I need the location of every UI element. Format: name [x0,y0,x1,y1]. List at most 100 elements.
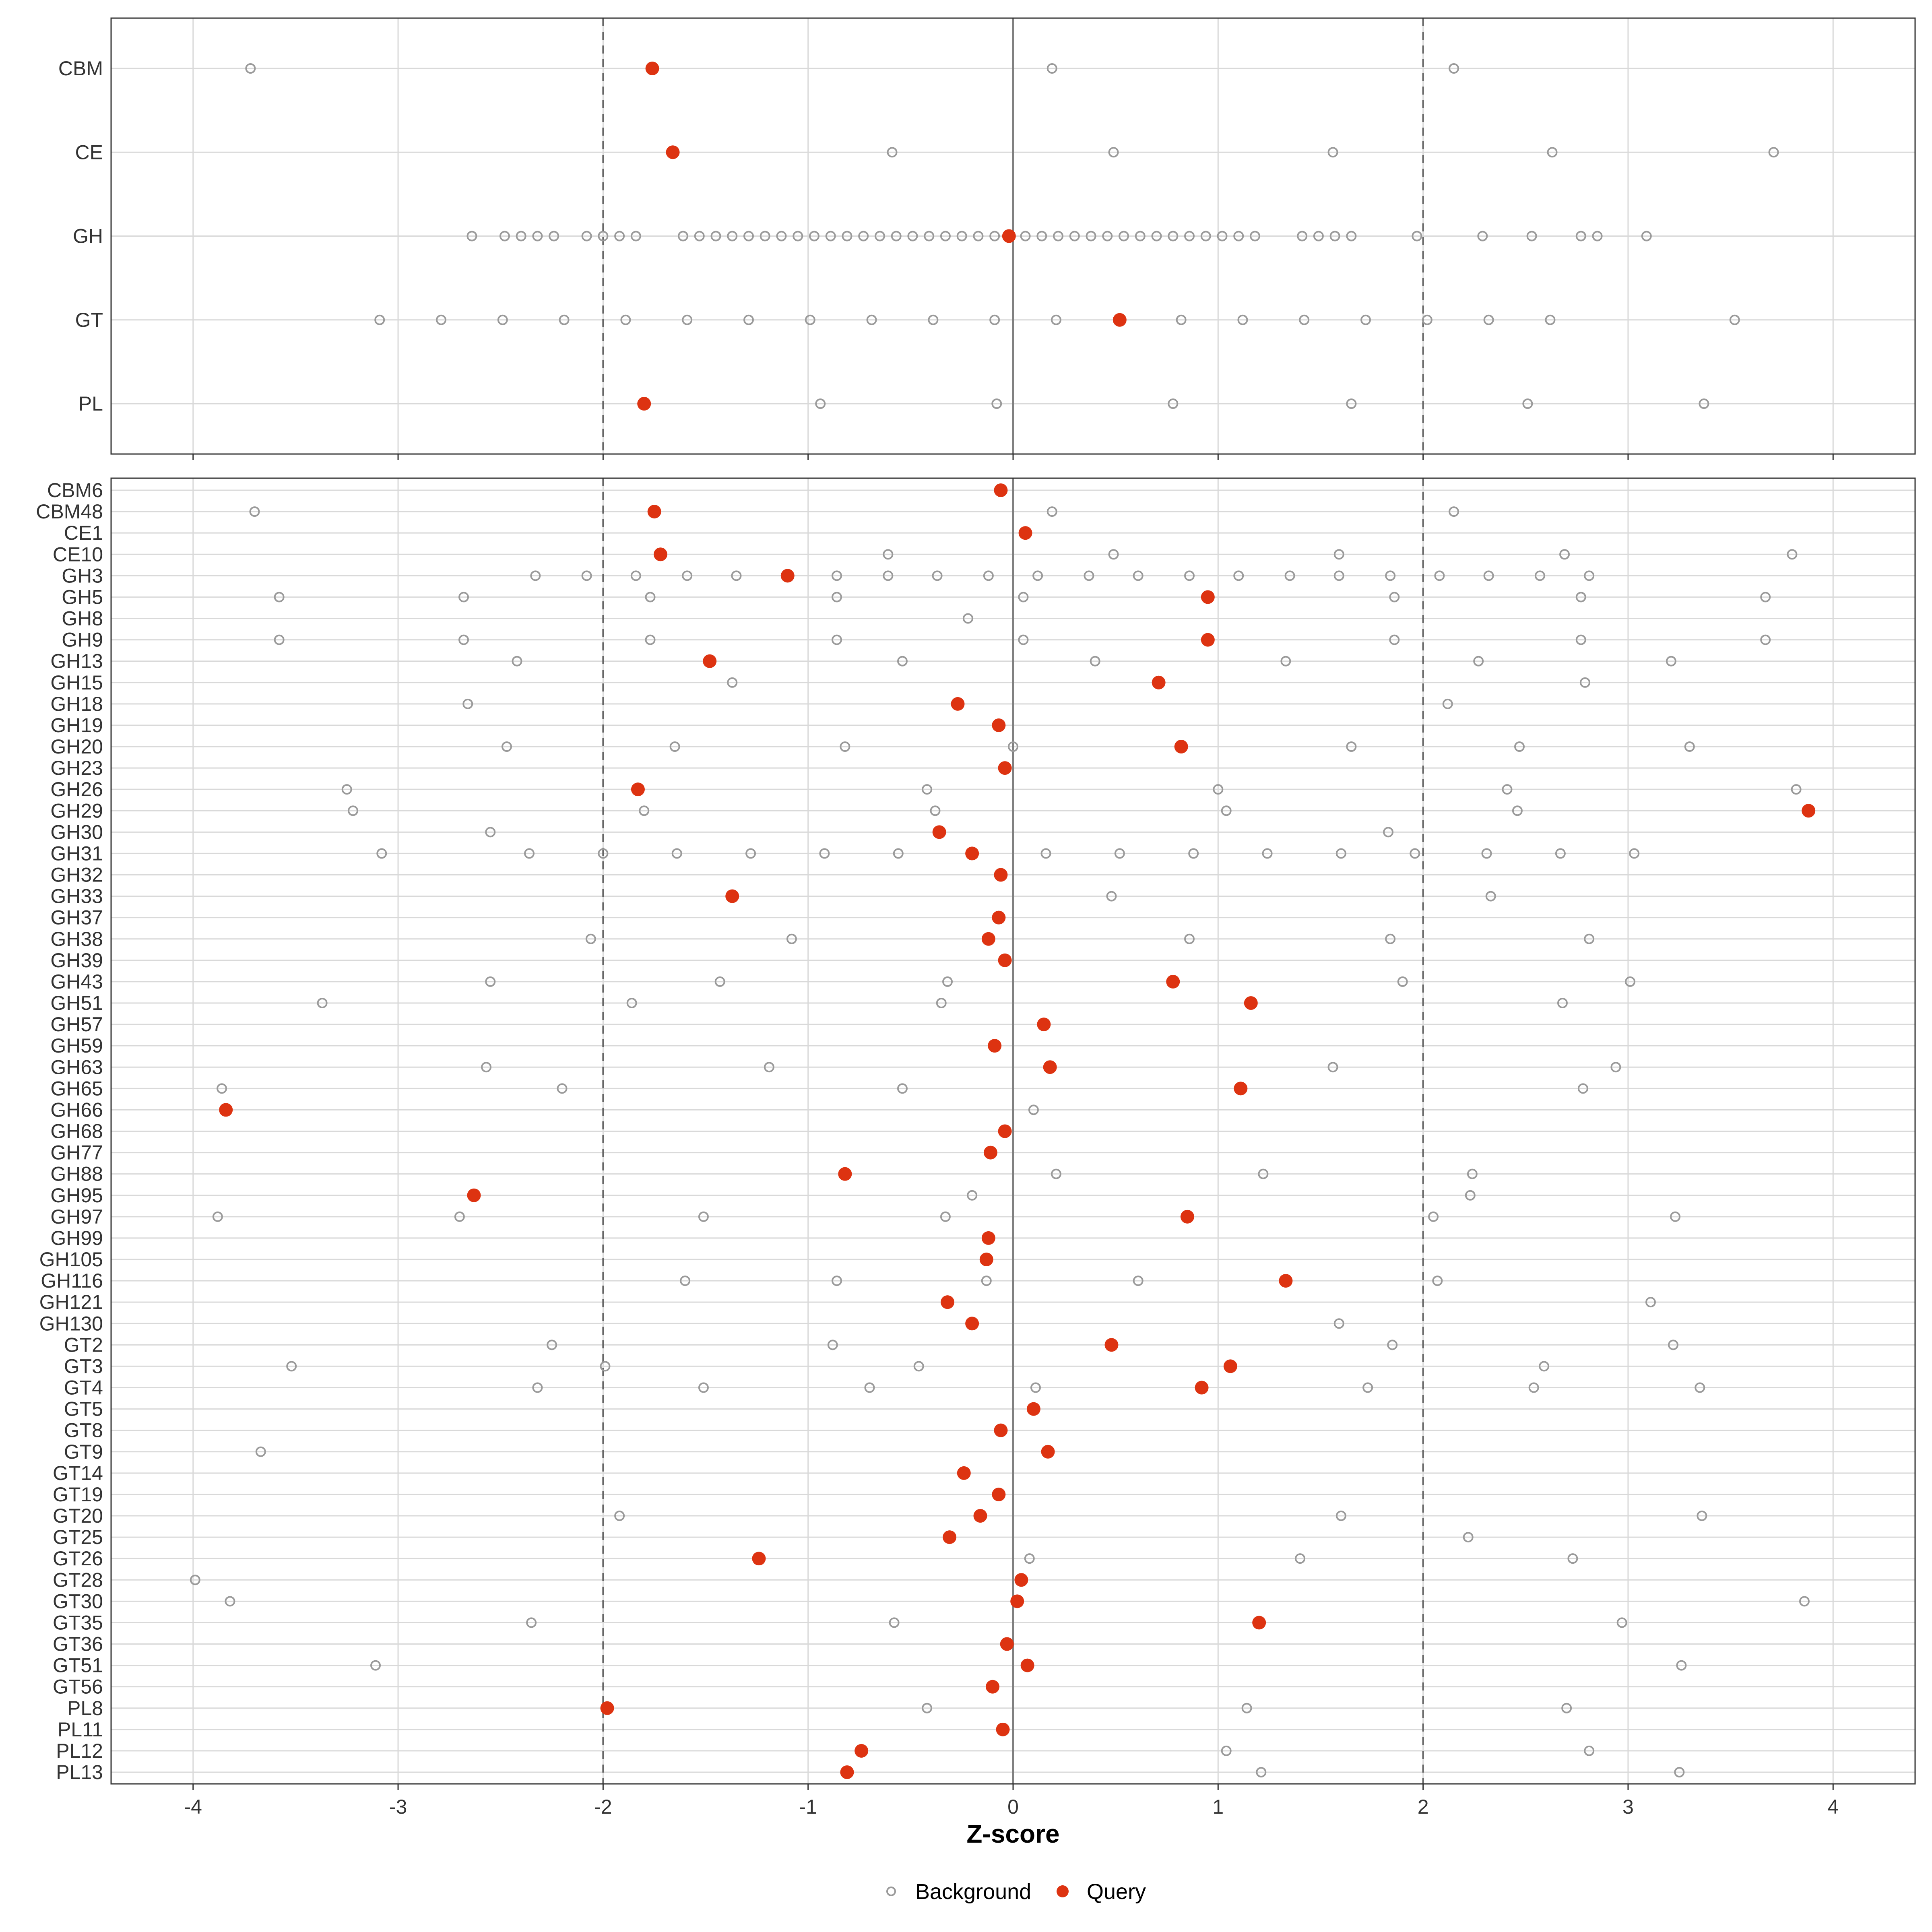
bottom-query-point-ce10 [653,547,667,561]
bottom-background-point-gh38 [585,933,596,944]
bottom-background-point-gh9 [1018,634,1029,645]
bottom-background-point-gh9 [1575,634,1586,645]
bottom-query-point-gt51 [1020,1658,1034,1672]
bottom-background-point-gh38 [1385,933,1396,944]
bottom-query-point-gh38 [981,932,995,946]
bottom-query-point-gt14 [957,1466,971,1480]
bottom-query-point-ce1 [1018,526,1032,540]
bottom-category-label-gh31: GH31 [50,842,103,865]
bottom-background-point-gh31 [1335,848,1346,859]
top-background-point-gh [1069,231,1080,242]
bottom-background-point-gh3 [1434,570,1445,581]
top-background-point-gh [466,231,477,242]
bottom-background-point-gh65 [557,1083,568,1094]
top-background-point-gh [776,231,787,242]
bottom-category-label-ce1: CE1 [64,522,103,544]
bottom-query-point-gh19 [992,718,1006,732]
bottom-background-point-ce10 [1787,549,1798,560]
bottom-background-point-gt4 [864,1382,875,1393]
top-category-label-pl: PL [78,392,103,415]
bottom-background-point-gt4 [698,1382,709,1393]
bottom-background-point-gh31 [819,848,830,859]
bottom-query-point-gh59 [988,1039,1002,1053]
bottom-category-label-gh77: GH77 [50,1141,103,1164]
bottom-background-point-gh38 [1184,933,1195,944]
bottom-query-point-gt20 [973,1509,987,1523]
bottom-background-point-gh97 [1428,1211,1439,1222]
bottom-background-point-gh3 [1233,570,1244,581]
bottom-category-label-pl12: PL12 [56,1740,103,1762]
bottom-query-point-gt36 [1000,1637,1014,1651]
bottom-background-point-gh26 [1213,784,1224,795]
bottom-background-point-gt3 [600,1361,611,1372]
bottom-background-point-gt26 [1024,1553,1035,1564]
bottom-background-point-gh3 [932,570,943,581]
bottom-background-point-gh3 [1385,570,1396,581]
top-category-label-gt: GT [75,309,103,331]
bottom-background-point-gt3 [286,1361,297,1372]
bottom-background-point-gh15 [727,677,738,688]
bottom-background-point-gt4 [1030,1382,1041,1393]
bottom-query-point-gh15 [1152,675,1166,689]
bottom-background-point-gh18 [1442,698,1453,709]
bottom-background-point-pl12 [1221,1745,1232,1756]
bottom-background-point-gh65 [217,1083,227,1094]
bottom-background-point-gh31 [1262,848,1273,859]
bottom-category-label-gh20: GH20 [50,735,103,758]
x-tick-label-2: 2 [1418,1796,1429,1818]
top-background-point-pl [991,398,1002,409]
bottom-background-point-gh9 [831,634,842,645]
top-background-point-cbm [1449,63,1459,74]
bottom-category-label-cbm48: CBM48 [36,500,103,523]
bottom-category-label-gh5: GH5 [62,586,103,608]
top-background-point-pl [815,398,826,409]
bottom-background-point-gh31 [524,848,535,859]
bottom-category-label-gh8: GH8 [62,607,103,630]
top-background-point-gt [1176,314,1187,325]
bottom-background-point-gh51 [626,998,637,1008]
bottom-background-point-gt9 [255,1446,266,1457]
bottom-background-point-gh29 [347,805,358,816]
top-background-point-gh [924,231,935,242]
top-category-label-gh: GH [73,225,103,248]
bottom-background-point-gh13 [1473,656,1484,667]
bottom-category-label-gh37: GH37 [50,906,103,929]
top-background-point-gh [940,231,951,242]
bottom-background-point-gt26 [1567,1553,1578,1564]
bottom-query-point-gh29 [1802,804,1816,818]
bottom-query-point-gh68 [998,1124,1012,1138]
legend-background-marker [886,1887,896,1896]
bottom-query-point-cbm6 [994,483,1008,497]
bottom-category-label-gh23: GH23 [50,757,103,779]
bottom-background-point-gh13 [897,656,908,667]
top-background-point-gh [1329,231,1340,242]
top-background-point-cbm [245,63,256,74]
bottom-background-point-gt35 [1616,1617,1627,1628]
top-background-point-gh [1575,231,1586,242]
bottom-query-point-gh63 [1043,1060,1057,1074]
bottom-query-point-gh33 [725,889,739,903]
bottom-query-point-gt30 [1010,1594,1024,1608]
top-background-point-gt [928,314,939,325]
bottom-category-label-gh19: GH19 [50,714,103,737]
top-background-point-gh [1151,231,1162,242]
bottom-query-point-gt35 [1252,1616,1266,1630]
bottom-category-label-gt28: GT28 [53,1569,103,1591]
bottom-query-point-gh116 [1279,1274,1293,1288]
top-background-point-ce [1327,147,1338,158]
bottom-background-point-gh9 [458,634,469,645]
top-background-point-gt [989,314,1000,325]
bottom-category-label-gh130: GH130 [39,1312,103,1335]
bottom-category-label-ce10: CE10 [53,543,103,566]
bottom-background-point-gh38 [786,933,797,944]
bottom-query-point-gh31 [965,846,979,861]
top-background-point-ce [887,147,898,158]
bottom-background-point-gt3 [913,1361,924,1372]
top-background-point-gh [760,231,770,242]
top-background-point-gh [743,231,754,242]
bottom-background-point-gh30 [1383,827,1394,838]
bottom-background-point-gh66 [1028,1104,1039,1115]
top-background-point-gh [694,231,705,242]
bottom-query-point-gh9 [1201,633,1215,647]
top-background-point-gt [682,314,693,325]
